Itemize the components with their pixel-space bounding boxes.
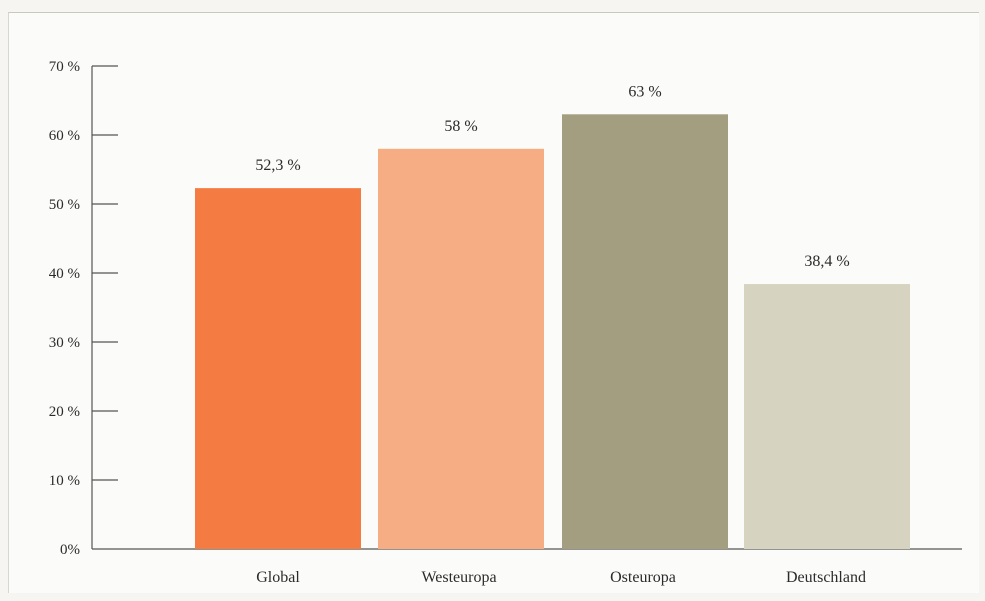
- category-labels: Global Westeuropa Osteuropa Deutschland: [256, 569, 866, 586]
- category-label: Deutschland: [786, 569, 866, 586]
- y-tick-label: 30 %: [49, 335, 80, 351]
- y-tick-label: 70 %: [49, 59, 80, 75]
- value-label: 58 %: [444, 118, 477, 135]
- y-tick-label: 0%: [60, 542, 80, 558]
- value-label: 52,3 %: [255, 157, 300, 174]
- category-label: Osteuropa: [610, 569, 676, 586]
- category-label: Global: [256, 569, 300, 586]
- y-axis: 0% 10 % 20 % 30 % 40 % 50 % 60 % 70 %: [49, 59, 118, 558]
- bar-deutschland: [744, 284, 910, 549]
- bar-osteuropa: [562, 114, 728, 550]
- bar-global: [195, 188, 361, 549]
- category-label: Westeuropa: [421, 569, 496, 586]
- bars: [195, 114, 910, 550]
- y-tick-label: 50 %: [49, 197, 80, 213]
- value-label: 63 %: [628, 83, 661, 100]
- y-tick-label: 20 %: [49, 404, 80, 420]
- y-tick-label: 60 %: [49, 128, 80, 144]
- y-tick-label: 40 %: [49, 266, 80, 282]
- value-label: 38,4 %: [804, 253, 849, 270]
- bar-westeuropa: [378, 148, 544, 550]
- value-labels: 52,3 % 58 % 63 % 38,4 %: [255, 83, 849, 270]
- y-tick-label: 10 %: [49, 473, 80, 489]
